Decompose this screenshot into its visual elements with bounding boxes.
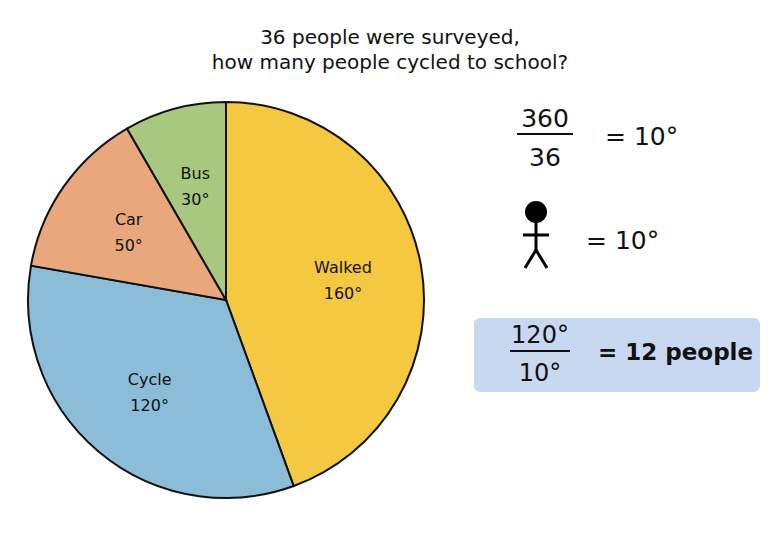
svg-text:120°: 120° (130, 396, 169, 415)
svg-text:= 10°: = 10° (605, 122, 678, 151)
svg-text:= 10°: = 10° (586, 226, 659, 255)
svg-text:160°: 160° (324, 284, 363, 303)
svg-text:= 12 people: = 12 people (598, 339, 753, 365)
svg-text:Cycle: Cycle (128, 370, 172, 389)
svg-text:36: 36 (529, 143, 561, 172)
svg-text:360: 360 (521, 104, 569, 133)
svg-text:120°: 120° (511, 321, 569, 349)
svg-text:36 people were surveyed,: 36 people were surveyed, (260, 25, 520, 49)
svg-text:Walked: Walked (314, 258, 372, 277)
svg-text:Car: Car (115, 210, 143, 229)
svg-text:50°: 50° (115, 236, 143, 255)
svg-text:30°: 30° (181, 190, 209, 209)
svg-text:Bus: Bus (181, 164, 210, 183)
svg-text:10°: 10° (519, 359, 562, 387)
svg-text:how many people cycled to scho: how many people cycled to school? (212, 50, 568, 74)
